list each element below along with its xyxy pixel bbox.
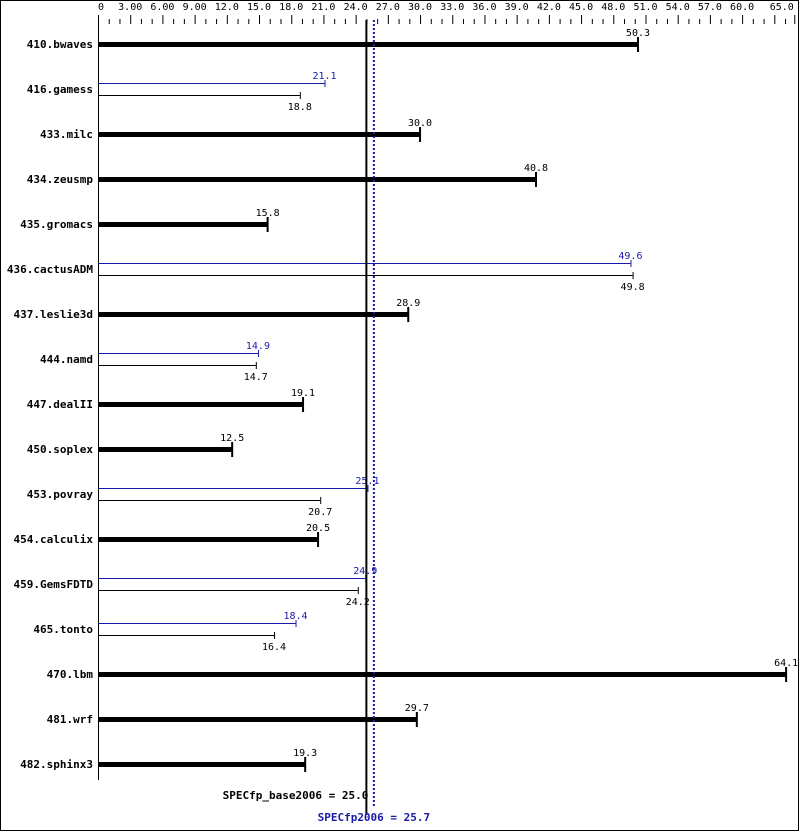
benchmark-label: 482.sphinx3 (20, 758, 93, 771)
x-tick-label: 65.0 (770, 2, 794, 13)
bar-value-label: 15.8 (256, 208, 280, 219)
bar-base (98, 537, 319, 542)
bar-value-label: 20.5 (306, 523, 330, 534)
bar-value-label: 29.7 (405, 703, 429, 714)
bar-value-label-base: 49.8 (621, 282, 645, 293)
bar-value-label-base: 14.7 (244, 372, 268, 383)
benchmark-label: 481.wrf (47, 713, 93, 726)
benchmark-label: 437.leslie3d (14, 308, 93, 321)
benchmark-label: 436.cactusADM (7, 263, 93, 276)
x-tick-label: 60.0 (730, 2, 754, 13)
benchmark-label: 453.povray (27, 488, 94, 501)
x-tick-label: 18.0 (279, 2, 303, 13)
benchmark-label: 465.tonto (33, 623, 93, 636)
bar-value-label-peak: 24.9 (353, 566, 377, 577)
benchmark-label: 410.bwaves (27, 38, 93, 51)
bar-value-label-peak: 25.1 (355, 476, 379, 487)
bar-value-label-base: 18.8 (288, 102, 312, 113)
bar-value-label-peak: 18.4 (283, 611, 307, 622)
bar-value-label: 40.8 (524, 163, 548, 174)
bar-value-label: 19.1 (291, 388, 315, 399)
bar-value-label: 64.1 (774, 658, 798, 669)
bar-base (98, 312, 409, 317)
bar-base (98, 132, 421, 137)
bar-value-label: 12.5 (220, 433, 244, 444)
x-tick-label: 57.0 (698, 2, 722, 13)
x-tick-label: 39.0 (505, 2, 529, 13)
benchmark-label: 433.milc (40, 128, 93, 141)
benchmark-label: 416.gamess (27, 83, 93, 96)
x-tick-label: 42.0 (537, 2, 561, 13)
benchmark-label: 459.GemsFDTD (14, 578, 94, 591)
bar-base (98, 222, 268, 227)
bar-value-label-peak: 21.1 (312, 71, 336, 82)
benchmark-label: 444.namd (40, 353, 93, 366)
bar-value-label-peak: 14.9 (246, 341, 270, 352)
benchmark-label: 450.soplex (27, 443, 94, 456)
bar-value-label: 28.9 (396, 298, 420, 309)
bar-base (98, 447, 233, 452)
benchmark-label: 470.lbm (47, 668, 94, 681)
x-tick-label: 30.0 (408, 2, 432, 13)
bar-base (98, 177, 536, 182)
x-tick-label: 27.0 (376, 2, 400, 13)
reference-label-base: SPECfp_base2006 = 25.0 (223, 789, 369, 802)
x-tick-label: 36.0 (472, 2, 496, 13)
bar-base (98, 717, 417, 722)
x-tick-label: 48.0 (601, 2, 625, 13)
bar-value-label-peak: 49.6 (618, 251, 642, 262)
bar-value-label-base: 16.4 (262, 642, 286, 653)
x-tick-label: 3.00 (118, 2, 142, 13)
bar-base (98, 402, 304, 407)
benchmark-label: 434.zeusmp (27, 173, 94, 186)
reference-label-peak: SPECfp2006 = 25.7 (318, 811, 431, 824)
bar-value-label: 30.0 (408, 118, 432, 129)
x-tick-label: 0 (98, 2, 104, 13)
x-tick-label: 15.0 (247, 2, 271, 13)
bar-value-label-base: 20.7 (308, 507, 332, 518)
x-tick-label: 21.0 (311, 2, 335, 13)
x-tick-label: 24.0 (344, 2, 368, 13)
x-tick-label: 45.0 (569, 2, 593, 13)
bar-value-label: 19.3 (293, 748, 317, 759)
x-tick-label: 33.0 (440, 2, 464, 13)
x-tick-label: 12.0 (215, 2, 239, 13)
x-tick-label: 9.00 (183, 2, 207, 13)
bar-value-label: 50.3 (626, 28, 650, 39)
benchmark-label: 454.calculix (14, 533, 94, 546)
x-tick-label: 6.00 (150, 2, 174, 13)
benchmark-label: 435.gromacs (20, 218, 93, 231)
bar-base (98, 672, 787, 677)
bar-base (98, 762, 306, 767)
bar-value-label-base: 24.2 (346, 597, 370, 608)
benchmark-label: 447.dealII (27, 398, 93, 411)
bar-base (98, 42, 638, 47)
x-tick-label: 51.0 (633, 2, 657, 13)
x-tick-label: 54.0 (666, 2, 690, 13)
